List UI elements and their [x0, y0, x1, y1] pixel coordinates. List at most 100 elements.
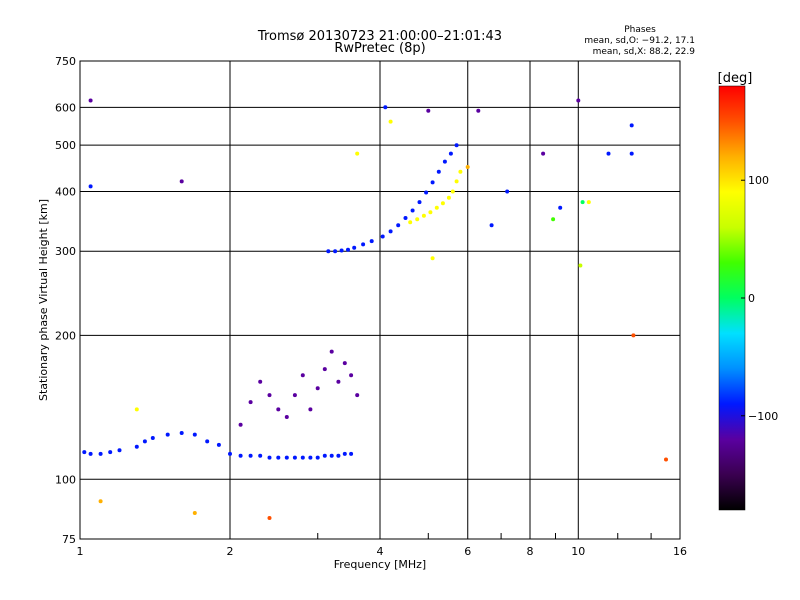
data-point [410, 208, 415, 213]
data-point [440, 201, 445, 206]
data-point [267, 516, 272, 520]
data-point [551, 217, 556, 222]
data-point [142, 439, 147, 444]
chart-subtitle: RwPretec (8p) [334, 41, 425, 56]
data-point [578, 263, 583, 268]
data-point [248, 453, 253, 458]
data-point [192, 432, 197, 437]
colorbar-tick-label: 0 [748, 292, 755, 305]
data-point [629, 123, 634, 128]
data-point [415, 217, 420, 222]
data-point [134, 444, 139, 449]
data-point [558, 205, 563, 210]
data-point [238, 453, 243, 458]
phases-x-stats: mean, sd,X: 88.2, 22.9 [593, 47, 696, 57]
data-point [276, 455, 281, 460]
y-ticks: 75 100 200 300 400 500 600 750 [55, 55, 76, 546]
y-tick-label: 75 [62, 533, 76, 546]
data-point [424, 190, 429, 195]
data-point [403, 216, 408, 220]
data-point [292, 393, 297, 398]
data-point [349, 373, 354, 378]
data-point [388, 119, 393, 124]
data-point [98, 499, 103, 504]
data-point [284, 415, 289, 419]
data-point [150, 436, 155, 440]
data-point [417, 200, 422, 205]
data-point [352, 245, 357, 250]
data-point [326, 249, 331, 254]
x-tick-label: 2 [227, 545, 234, 558]
data-point [430, 256, 435, 261]
data-point [454, 143, 459, 148]
colorbar-label: [deg] [718, 71, 753, 86]
data-point [448, 151, 453, 156]
data-point [179, 179, 184, 184]
data-point [454, 179, 459, 184]
data-point [430, 180, 435, 185]
data-point [329, 453, 334, 458]
data-point [426, 108, 431, 113]
data-point [446, 195, 451, 200]
data-point [346, 247, 350, 252]
data-point [322, 367, 327, 372]
data-point [315, 386, 320, 391]
data-point [284, 455, 289, 460]
y-tick-label: 500 [55, 139, 76, 152]
chart-title: Tromsø 20130723 21:00:00–21:01:43 [257, 29, 502, 44]
data-point [396, 223, 401, 228]
x-tick-label: 8 [527, 545, 534, 558]
colorbar-ticks: 100 0 −100 [741, 174, 778, 423]
data-point [369, 239, 374, 244]
data-point [436, 169, 441, 174]
data-point [339, 248, 344, 253]
data-point [300, 455, 305, 460]
y-tick-label: 600 [55, 101, 76, 114]
data-point [258, 453, 263, 458]
data-point [361, 242, 366, 247]
x-tick-label: 1 [77, 545, 84, 558]
data-point [606, 151, 611, 156]
data-point [276, 407, 281, 412]
phases-heading: Phases [624, 25, 656, 35]
data-point [380, 234, 385, 239]
y-tick-label: 300 [55, 245, 76, 258]
colorbar-tick-label: −100 [748, 410, 778, 423]
x-tick-label: 16 [673, 545, 687, 558]
grid [80, 61, 680, 539]
data-point [216, 442, 221, 447]
y-tick-label: 750 [55, 55, 76, 68]
data-point [165, 432, 170, 437]
data-point [342, 451, 347, 456]
data-point [355, 151, 360, 156]
data-point [192, 511, 197, 515]
data-point [308, 455, 313, 460]
data-point [258, 379, 263, 384]
x-tick-label: 6 [464, 545, 471, 558]
x-tick-label: 10 [571, 545, 585, 558]
data-point [355, 393, 360, 398]
data-point [450, 189, 455, 194]
y-tick-label: 400 [55, 185, 76, 198]
y-axis-label: Stationary phase Virtual Height [km] [37, 199, 50, 401]
data-point [342, 361, 347, 366]
data-point [329, 349, 334, 354]
data-point [336, 379, 341, 384]
data-point [664, 457, 668, 462]
data-point [88, 451, 93, 456]
data-point [576, 98, 581, 103]
x-tick-label: 4 [377, 545, 384, 558]
data-point [300, 373, 305, 378]
data-point [228, 451, 232, 456]
data-point [248, 400, 253, 405]
data-point [292, 455, 297, 460]
data-point [349, 451, 354, 456]
data-point [489, 223, 494, 228]
x-ticks: 1 2 4 6 8 10 16 [77, 533, 687, 558]
x-axis-label: Frequency [MHz] [334, 558, 426, 571]
phases-o-stats: mean, sd,O: −91.2, 17.1 [584, 36, 695, 46]
data-point [88, 98, 93, 103]
colorbar-tick-label: 100 [748, 174, 769, 187]
data-point [117, 448, 122, 453]
